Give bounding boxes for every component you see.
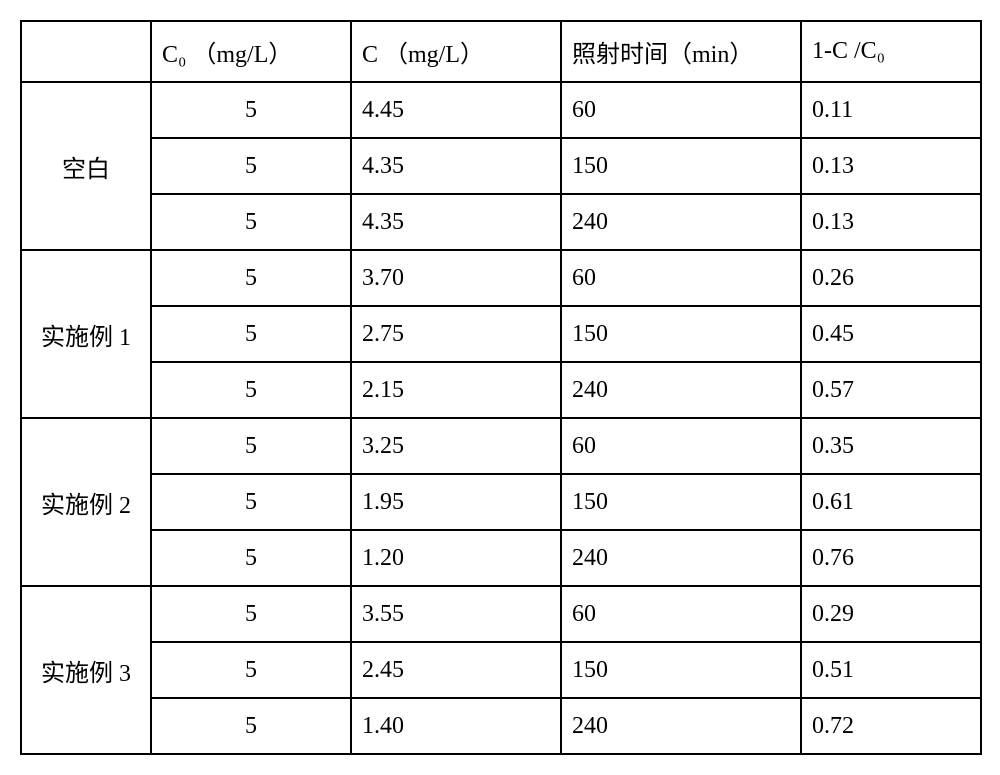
group-label: 实施例 3 — [21, 586, 151, 754]
table-row: 5 1.20 240 0.76 — [21, 530, 981, 586]
cell-ratio: 0.26 — [801, 250, 981, 306]
header-row: C₀ （mg/L） C （mg/L） 照射时间（min） 1-C /C₀ — [21, 21, 981, 82]
group-label: 空白 — [21, 82, 151, 250]
cell-ratio: 0.35 — [801, 418, 981, 474]
table-row: 5 2.75 150 0.45 — [21, 306, 981, 362]
cell-ratio: 0.11 — [801, 82, 981, 138]
cell-c0: 5 — [151, 250, 351, 306]
cell-time: 150 — [561, 306, 801, 362]
cell-ratio: 0.76 — [801, 530, 981, 586]
table-row: 实施例 2 5 3.25 60 0.35 — [21, 418, 981, 474]
cell-c: 3.70 — [351, 250, 561, 306]
cell-c0: 5 — [151, 418, 351, 474]
group-label: 实施例 2 — [21, 418, 151, 586]
cell-ratio: 0.13 — [801, 194, 981, 250]
table-row: 5 4.35 150 0.13 — [21, 138, 981, 194]
cell-ratio: 0.61 — [801, 474, 981, 530]
header-time: 照射时间（min） — [561, 21, 801, 82]
header-c0: C₀ （mg/L） — [151, 21, 351, 82]
cell-time: 240 — [561, 362, 801, 418]
cell-time: 240 — [561, 194, 801, 250]
cell-c0: 5 — [151, 306, 351, 362]
cell-c0: 5 — [151, 642, 351, 698]
table-row: 5 1.95 150 0.61 — [21, 474, 981, 530]
cell-c0: 5 — [151, 82, 351, 138]
cell-c0: 5 — [151, 474, 351, 530]
cell-c: 2.75 — [351, 306, 561, 362]
cell-c0: 5 — [151, 362, 351, 418]
cell-c0: 5 — [151, 138, 351, 194]
cell-c: 2.15 — [351, 362, 561, 418]
cell-time: 150 — [561, 642, 801, 698]
cell-time: 150 — [561, 138, 801, 194]
cell-time: 150 — [561, 474, 801, 530]
cell-c: 2.45 — [351, 642, 561, 698]
header-c: C （mg/L） — [351, 21, 561, 82]
cell-c: 4.35 — [351, 138, 561, 194]
cell-c: 3.55 — [351, 586, 561, 642]
cell-c: 3.25 — [351, 418, 561, 474]
cell-time: 240 — [561, 698, 801, 754]
cell-c: 4.35 — [351, 194, 561, 250]
cell-c: 1.40 — [351, 698, 561, 754]
cell-time: 60 — [561, 586, 801, 642]
table-row: 5 1.40 240 0.72 — [21, 698, 981, 754]
cell-time: 60 — [561, 250, 801, 306]
header-ratio: 1-C /C₀ — [801, 21, 981, 82]
cell-time: 60 — [561, 418, 801, 474]
cell-ratio: 0.29 — [801, 586, 981, 642]
header-label — [21, 21, 151, 82]
cell-time: 240 — [561, 530, 801, 586]
table-row: 5 2.45 150 0.51 — [21, 642, 981, 698]
cell-c0: 5 — [151, 586, 351, 642]
table-row: 5 4.35 240 0.13 — [21, 194, 981, 250]
cell-c: 4.45 — [351, 82, 561, 138]
cell-c: 1.95 — [351, 474, 561, 530]
table-row: 5 2.15 240 0.57 — [21, 362, 981, 418]
cell-c0: 5 — [151, 530, 351, 586]
table-row: 空白 5 4.45 60 0.11 — [21, 82, 981, 138]
cell-c0: 5 — [151, 698, 351, 754]
data-table: C₀ （mg/L） C （mg/L） 照射时间（min） 1-C /C₀ 空白 … — [20, 20, 982, 755]
cell-ratio: 0.57 — [801, 362, 981, 418]
table-row: 实施例 1 5 3.70 60 0.26 — [21, 250, 981, 306]
cell-time: 60 — [561, 82, 801, 138]
cell-ratio: 0.72 — [801, 698, 981, 754]
cell-c0: 5 — [151, 194, 351, 250]
cell-ratio: 0.45 — [801, 306, 981, 362]
cell-ratio: 0.13 — [801, 138, 981, 194]
cell-c: 1.20 — [351, 530, 561, 586]
cell-ratio: 0.51 — [801, 642, 981, 698]
table-row: 实施例 3 5 3.55 60 0.29 — [21, 586, 981, 642]
group-label: 实施例 1 — [21, 250, 151, 418]
